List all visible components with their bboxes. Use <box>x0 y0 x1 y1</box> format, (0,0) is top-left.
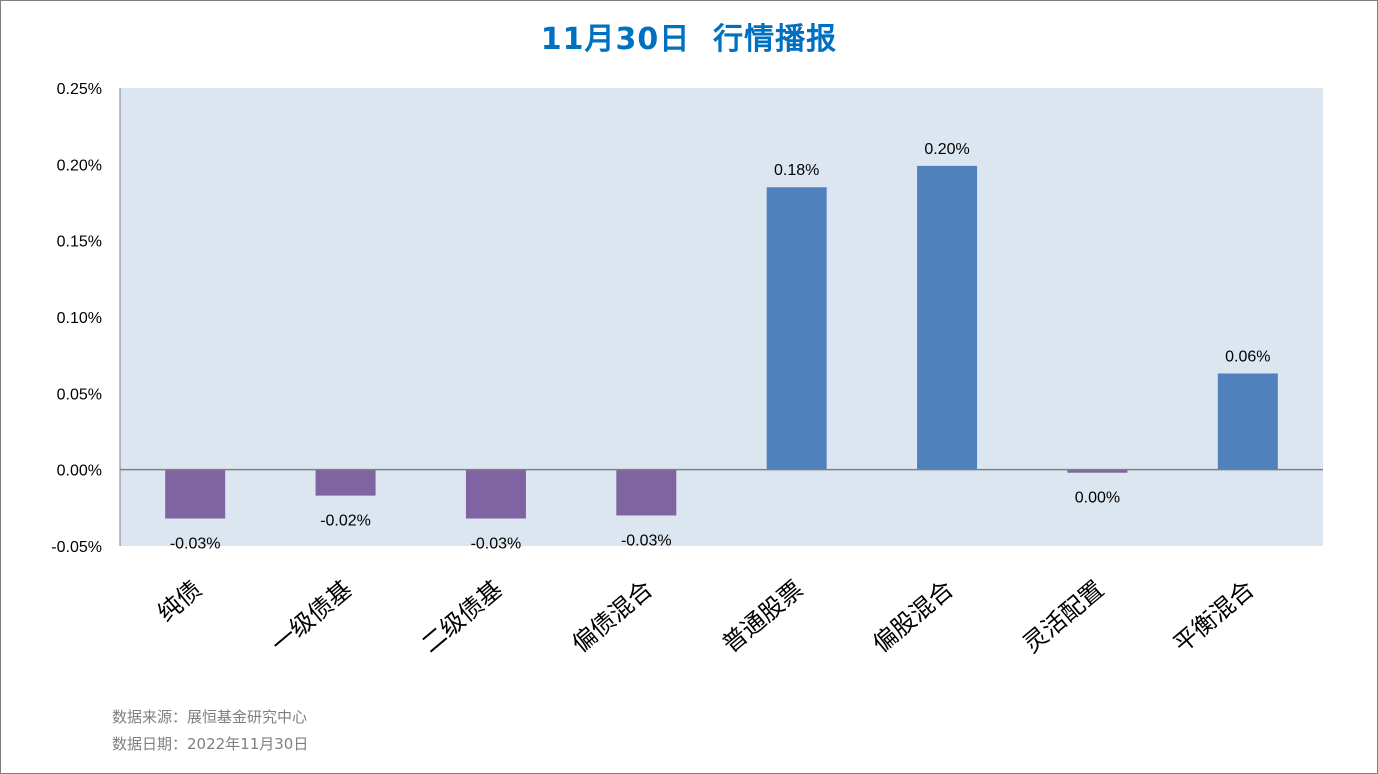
bar <box>465 469 526 519</box>
category-label: 纯债 <box>152 575 207 627</box>
data-label: 0.18% <box>774 162 819 179</box>
data-label: 0.06% <box>1225 348 1270 365</box>
category-label: 平衡混合 <box>1168 575 1260 658</box>
y-tick-label: 0.15% <box>57 234 102 251</box>
category-label: 普通股票 <box>717 575 809 658</box>
bar <box>165 469 226 519</box>
bar <box>315 469 376 496</box>
data-source-note: 数据来源：展恒基金研究中心 <box>112 708 308 726</box>
bar <box>917 165 978 470</box>
bar <box>616 469 677 516</box>
bar <box>1067 469 1128 473</box>
data-label: 0.00% <box>1075 490 1120 507</box>
y-tick-label: 0.00% <box>57 463 102 480</box>
chart-title: 11月30日 行情播报 <box>540 22 838 57</box>
y-tick-label: 0.05% <box>57 386 102 403</box>
category-label: 偏债混合 <box>567 575 659 658</box>
data-label: -0.03% <box>170 536 221 553</box>
plot-area <box>120 88 1323 546</box>
data-label: -0.03% <box>471 536 522 553</box>
category-label: 一级债基 <box>266 575 358 658</box>
data-date-note: 数据日期：2022年11月30日 <box>112 735 309 753</box>
category-label: 偏股混合 <box>867 575 959 658</box>
y-tick-label: 0.25% <box>57 81 102 98</box>
y-tick-label: 0.10% <box>57 310 102 327</box>
data-label: -0.03% <box>621 532 672 549</box>
data-label: -0.02% <box>320 513 371 530</box>
data-label: 0.20% <box>924 141 969 158</box>
y-tick-label: 0.20% <box>57 157 102 174</box>
y-tick-label: -0.05% <box>51 539 102 556</box>
category-label: 二级债基 <box>416 575 508 658</box>
bar <box>1217 373 1278 470</box>
category-label: 灵活配置 <box>1018 575 1110 658</box>
bar <box>766 187 827 470</box>
